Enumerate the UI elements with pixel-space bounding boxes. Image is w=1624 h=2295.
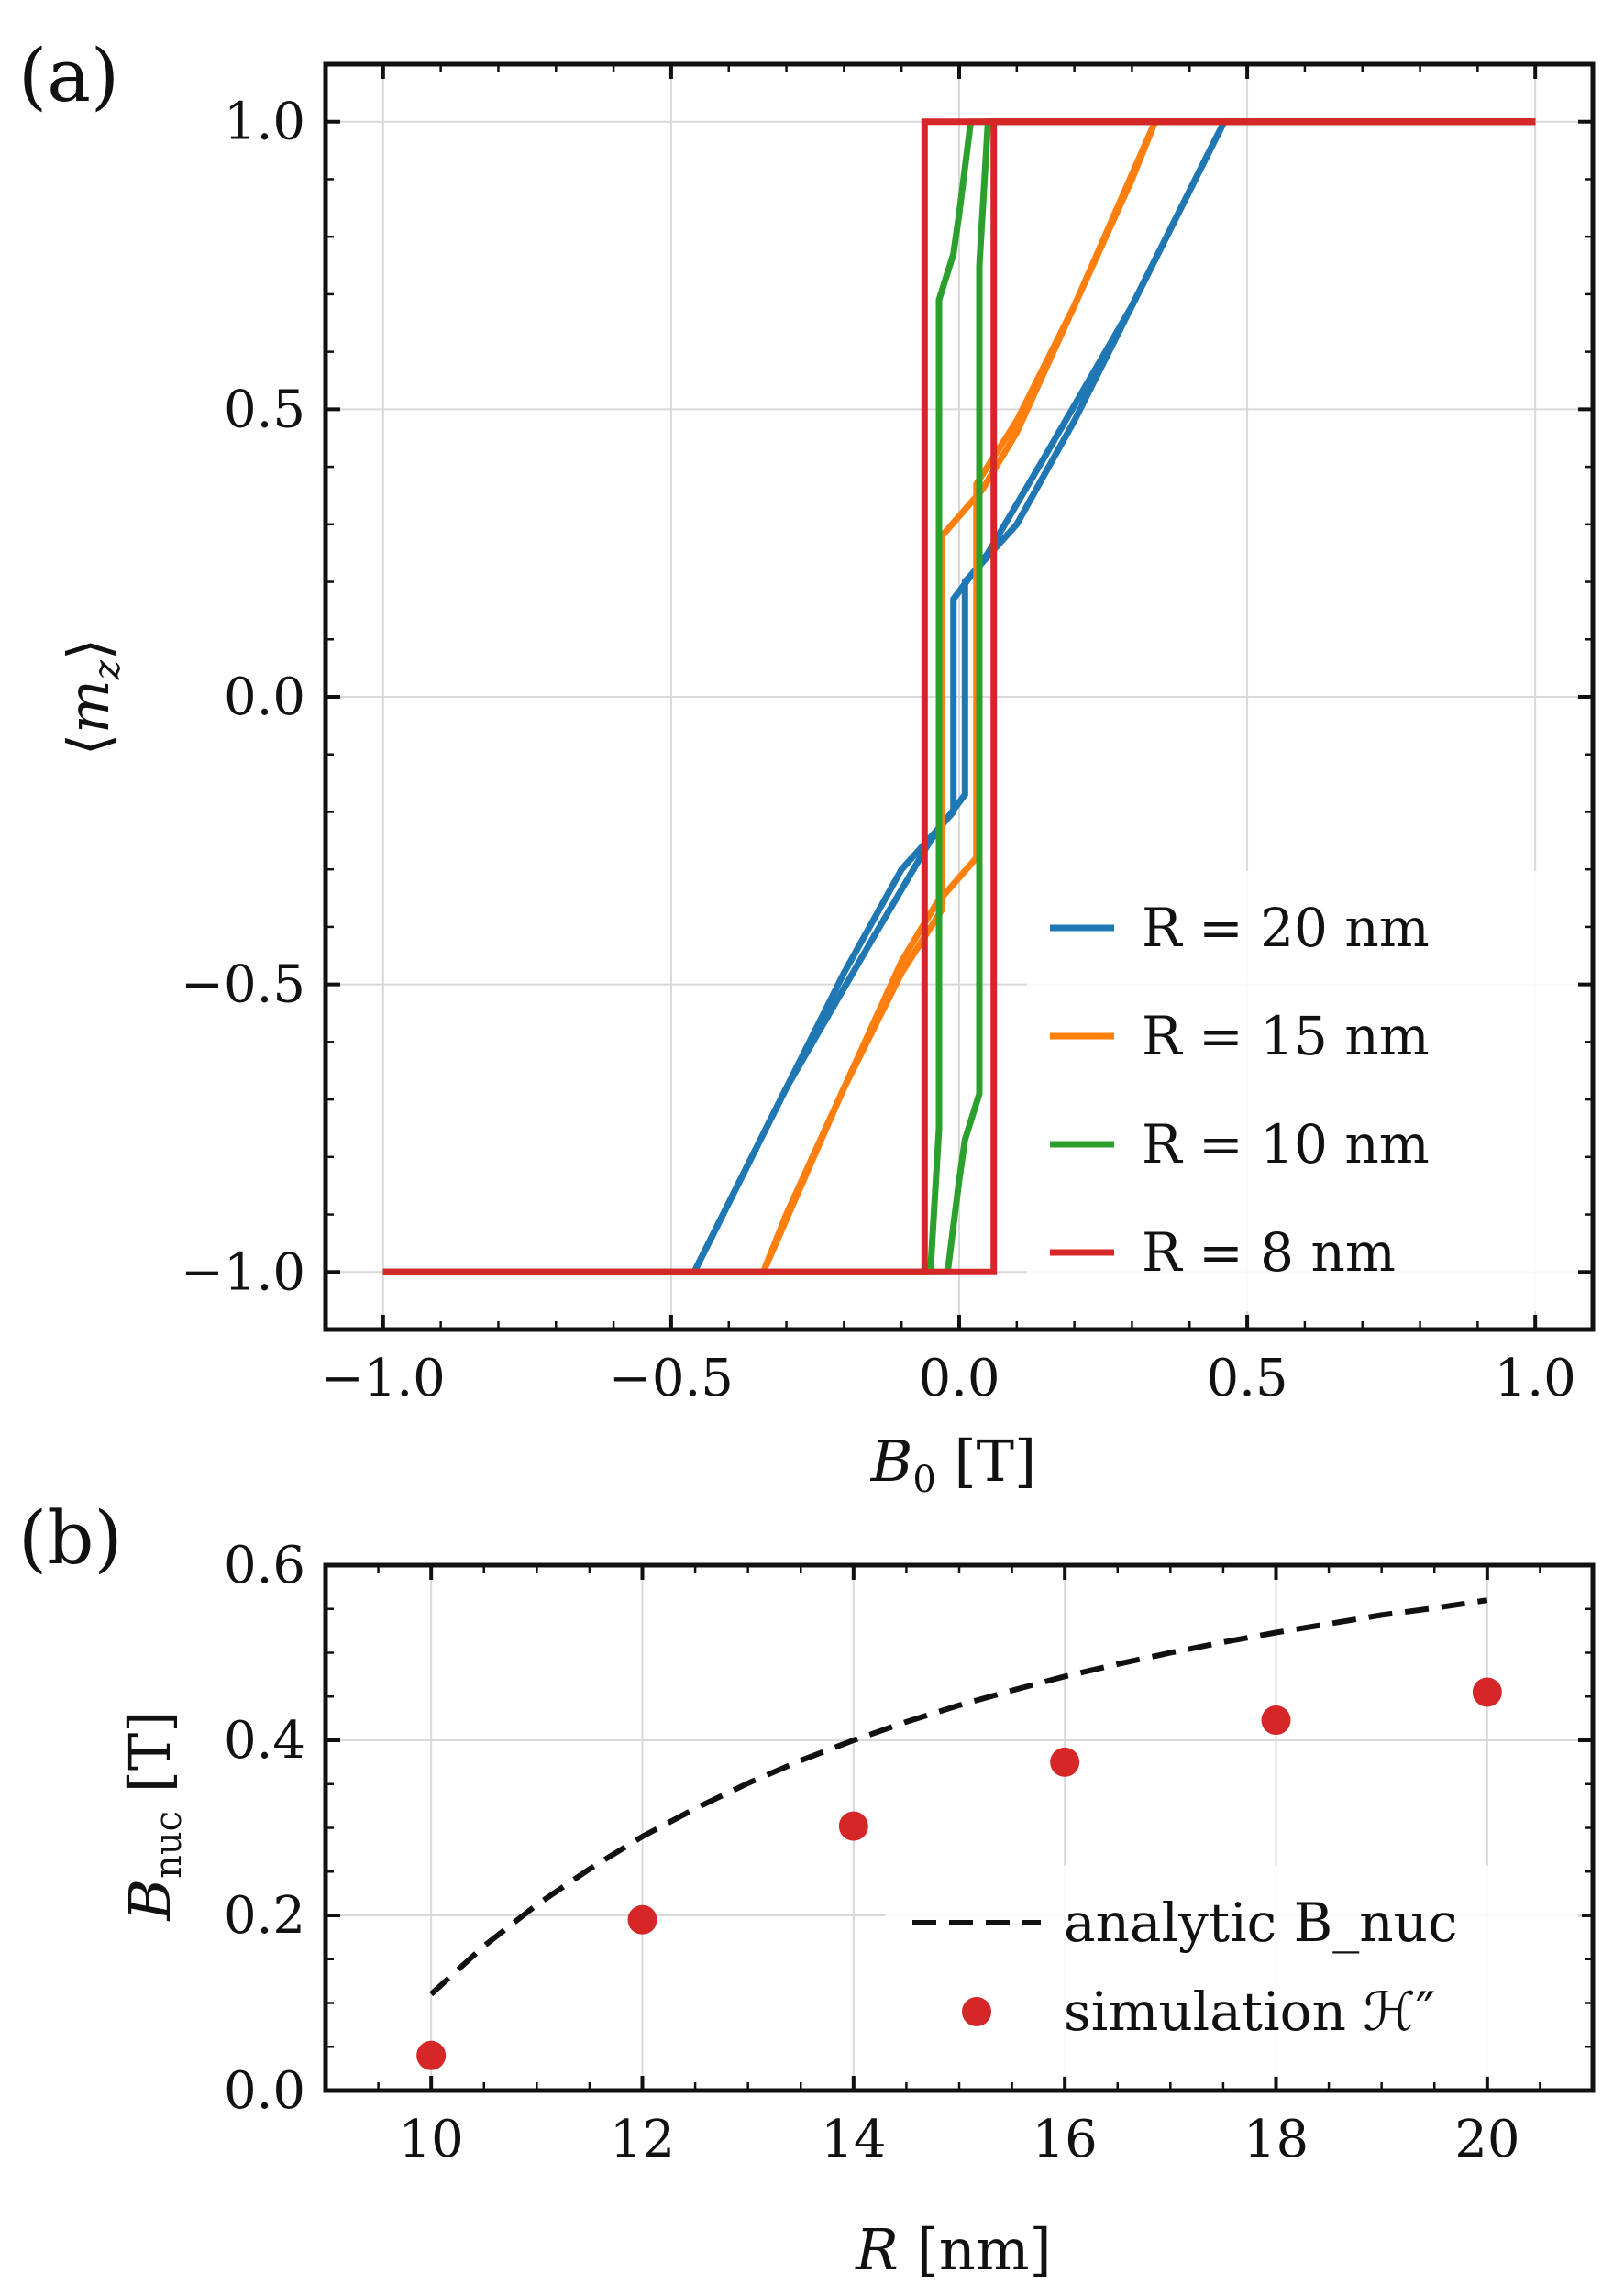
y-tick-label: −0.5 [181,955,305,1015]
y-tick-label: 0.4 [224,1711,305,1771]
ticks-a [326,64,1593,1330]
x-axis-label-b: R [nm] [855,2216,1052,2283]
x-tick-label: 18 [1243,2110,1309,2169]
legend-background-b [885,1866,1582,2077]
legend-swatch-simulation [962,1997,991,2026]
analytic-line [429,1597,1488,1997]
y-axis-label-a: ⟨mz⟩ [55,638,128,756]
x-axis-label-a: B0 [T] [870,1428,1036,1501]
x-tick-label: 12 [610,2110,675,2169]
y-tick-label: 1.0 [224,93,305,152]
y-tick-label: 0.0 [224,668,305,727]
y-tick-label: 0.6 [224,1536,305,1595]
simulation-point [1050,1747,1080,1777]
series-line-10nm-branch-0 [382,118,1536,1275]
x-tick-label: 10 [399,2110,464,2169]
legend-label: R = 20 nm [1142,897,1430,959]
y-tick-label: 0.2 [224,1886,305,1946]
legend-a: R = 20 nm R = 15 nm R = 10 nm R = 8 nm [1027,871,1577,1311]
x-tick-labels-a: −1.0 −0.5 0.0 0.5 1.0 [321,1349,1576,1408]
panel-b: (b) 10 12 14 16 18 20 0.0 0.2 0.4 0.6 R [nm] Bnu… [18,1495,1596,2283]
simulation-point [1472,1677,1502,1707]
x-tick-label: 20 [1454,2110,1519,2169]
x-tick-label: 0.0 [918,1349,1000,1408]
plot-area-b [416,1597,1502,2070]
x-tick-label: 16 [1033,2110,1098,2169]
legend-b: analytic B_nuc simulation ℋ″ [885,1866,1582,2077]
panel-label-b: (b) [18,1495,123,1581]
legend-background-a [1027,871,1577,1311]
x-tick-label: −0.5 [609,1349,734,1408]
x-tick-label: 14 [821,2110,886,2169]
x-tick-labels-b: 10 12 14 16 18 20 [399,2110,1520,2169]
y-tick-label: 0.0 [224,2061,305,2121]
legend-label-analytic: analytic B_nuc [1064,1892,1457,1954]
x-tick-label: −1.0 [321,1349,446,1408]
simulation-point [627,1904,657,1935]
panel-a: (a) −1.0 −0.5 0.0 0.5 1.0 −1.0−0.50.00.51.0 … [18,33,1596,1501]
series-line-8nm-branch-1 [382,118,1536,1275]
plot-area-a [382,118,1536,1275]
legend-label: R = 15 nm [1142,1005,1430,1067]
simulation-point [1261,1705,1291,1736]
y-tick-label: −1.0 [181,1242,305,1302]
y-axis-label-b: Bnuc [T] [116,1711,190,1922]
y-tick-labels-b: 0.0 0.2 0.4 0.6 [224,1536,305,2121]
panel-label-a: (a) [18,33,119,118]
series-line-20nm-branch-1 [382,118,1536,1275]
y-tick-label: 0.5 [224,380,305,439]
x-tick-label: 1.0 [1495,1349,1576,1408]
legend-label-simulation: simulation ℋ″ [1064,1981,1435,2043]
legend-label: R = 10 nm [1142,1113,1430,1175]
y-tick-labels-a: −1.0 −0.5 0.0 0.5 1.0 [181,93,305,1303]
simulation-point [838,1811,868,1841]
legend-label: R = 8 nm [1142,1221,1396,1284]
series-line-10nm-branch-1 [382,118,1536,1275]
simulation-point [416,2040,447,2070]
x-tick-label: 0.5 [1207,1349,1288,1408]
ticks-b [326,1563,1593,2092]
